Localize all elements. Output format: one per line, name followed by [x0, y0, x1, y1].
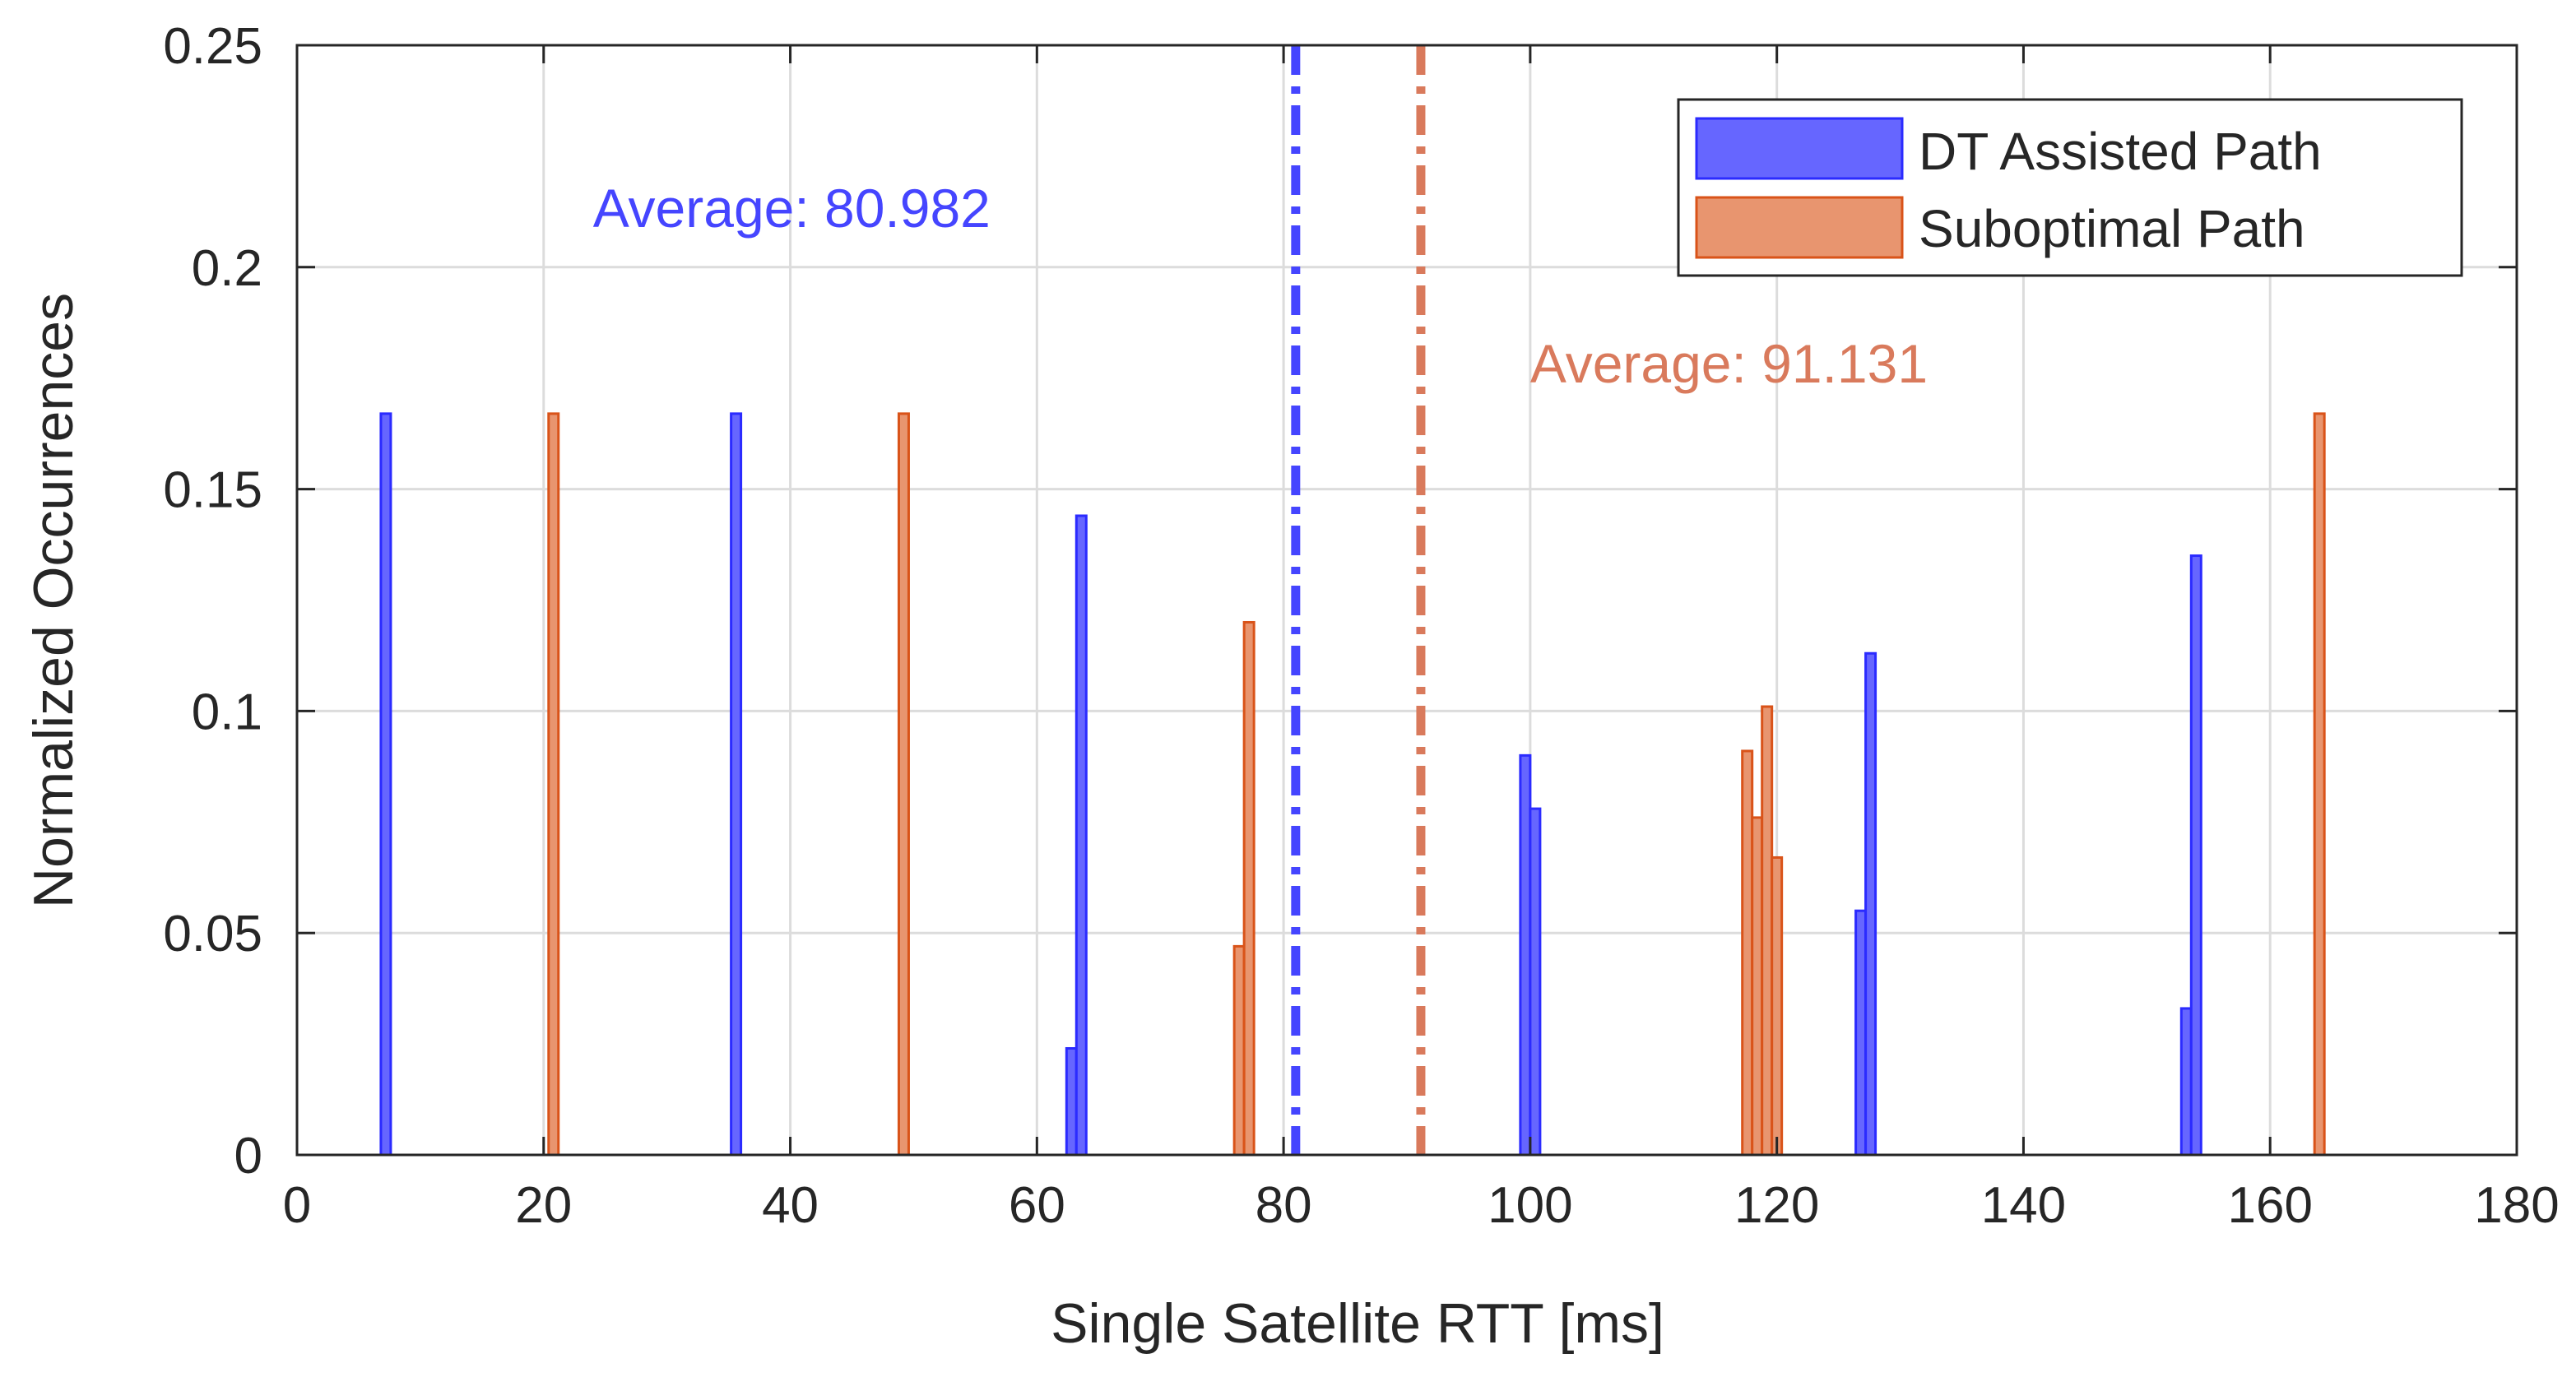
bar-series1-0: [547, 412, 560, 1157]
bar-series1-5: [1751, 816, 1764, 1157]
bar-series0-2: [1065, 1046, 1078, 1157]
bar-series0-9: [2189, 554, 2202, 1157]
bar-series0-1: [730, 412, 743, 1157]
average-labels: Average: 80.982 Average: 91.131: [593, 178, 1928, 394]
x-axis-label: Single Satellite RTT [ms]: [1051, 1292, 1664, 1355]
x-tick-label-9: 180: [2474, 1177, 2559, 1234]
x-tick-label-6: 120: [1734, 1177, 1819, 1234]
bar-series0-6: [1854, 909, 1868, 1157]
y-axis-label: Normalized Occurrences: [22, 293, 85, 908]
y-tick-label-0: 0: [234, 1128, 262, 1185]
plot-frame: [295, 44, 2518, 1157]
bar-series1-3: [1242, 620, 1256, 1157]
bar-series0-4: [1519, 753, 1532, 1157]
legend: DT Assisted Path Suboptimal Path: [1677, 98, 2463, 277]
average-label-1: Average: 91.131: [1530, 333, 1928, 394]
bar-series1-6: [1761, 705, 1774, 1157]
bar-series1-8: [2313, 412, 2326, 1157]
x-tick-label-7: 140: [1981, 1177, 2066, 1234]
x-tick-label-3: 60: [1009, 1177, 1065, 1234]
y-tick-label-2: 0.1: [192, 684, 262, 740]
bar-series0-7: [1864, 651, 1877, 1157]
bar-series0-8: [2179, 1007, 2193, 1157]
x-tick-label-5: 100: [1488, 1177, 1572, 1234]
bar-series1-7: [1771, 855, 1784, 1157]
axis-ticks: 0 20 40 60 80 100 120 140 160 180 0 0.05 0.1 0.15 0.2 0…: [163, 18, 2559, 1234]
bar-series0-5: [1529, 807, 1542, 1157]
bar-series0-3: [1074, 514, 1088, 1157]
x-tick-label-2: 40: [762, 1177, 819, 1234]
average-lines: [1291, 45, 1426, 1155]
legend-label-dt-assisted: DT Assisted Path: [1919, 122, 2322, 181]
legend-swatch-suboptimal: [1695, 196, 1904, 259]
bar-series1-2: [1232, 944, 1246, 1157]
x-tick-label-1: 20: [515, 1177, 572, 1234]
y-tick-label-5: 0.25: [163, 18, 262, 75]
x-tick-label-8: 160: [2227, 1177, 2312, 1234]
x-tick-label-0: 0: [283, 1177, 311, 1234]
y-tick-label-4: 0.2: [192, 240, 262, 297]
y-tick-label-1: 0.05: [163, 906, 262, 962]
legend-label-suboptimal: Suboptimal Path: [1919, 199, 2305, 258]
bar-series1-1: [897, 412, 910, 1157]
legend-swatch-dt-assisted: [1695, 117, 1904, 180]
histogram-bars: [379, 412, 2326, 1157]
x-tick-label-4: 80: [1256, 1177, 1312, 1234]
y-tick-label-3: 0.15: [163, 462, 262, 519]
bar-series0-0: [379, 412, 392, 1157]
average-label-0: Average: 80.982: [593, 178, 991, 239]
bar-series1-4: [1741, 749, 1754, 1157]
